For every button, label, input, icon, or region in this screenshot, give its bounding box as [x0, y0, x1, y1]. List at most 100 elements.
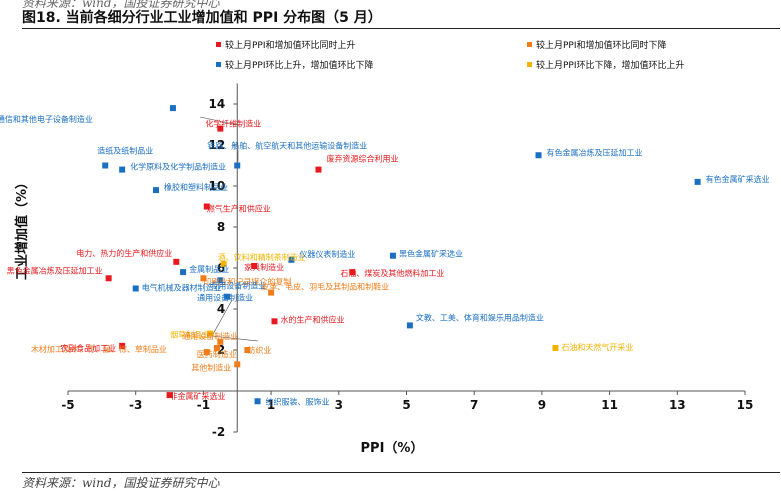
x-tick-label: 13	[669, 398, 686, 412]
legend-label: 较上月PPI环比下降，增加值环比上升	[536, 59, 685, 71]
data-point	[217, 338, 224, 345]
data-label: 专用设备制造业	[210, 280, 266, 290]
y-tick-label: -2	[212, 425, 225, 439]
data-label: 纺织业	[247, 345, 271, 355]
x-tick-label: 1	[267, 398, 275, 412]
data-point	[389, 252, 396, 259]
data-point	[102, 162, 109, 169]
data-label: 非金属矿采选业	[170, 391, 226, 401]
data-point	[105, 275, 112, 282]
data-label: 金属制品业	[189, 264, 229, 274]
x-tick-label: -5	[61, 398, 74, 412]
data-point	[234, 361, 241, 368]
data-label: 印刷业和记录媒介的复制	[203, 276, 291, 286]
data-label: 废弃资源综合利用业	[326, 154, 398, 164]
data-point	[244, 347, 251, 353]
data-point	[220, 260, 227, 267]
data-point	[119, 166, 126, 173]
data-point	[173, 258, 180, 265]
data-label: 电气机械及器材制造业	[142, 283, 222, 293]
data-label: 计算机、通信和其他电子设备制造业	[0, 114, 93, 124]
data-point	[180, 269, 187, 276]
data-point	[535, 152, 542, 159]
data-point	[271, 318, 278, 325]
data-points	[102, 105, 701, 405]
x-tick-label: 3	[335, 398, 343, 412]
data-label: 有色金属矿采选业	[706, 174, 770, 184]
data-point	[166, 392, 173, 399]
x-tick-label: 15	[737, 398, 754, 412]
chart-axes: -5 -3 -1 1 3 5 7 9 11 13 15-22468101214PPI（%）工业增加值…	[14, 83, 754, 456]
y-tick-label: 6	[217, 261, 225, 275]
data-point	[406, 322, 413, 329]
data-point	[217, 277, 224, 284]
x-tick-label: 7	[470, 398, 478, 412]
leader-line	[211, 299, 233, 337]
data-point	[268, 289, 275, 296]
data-label: 纺织服装、服饰业	[266, 396, 330, 406]
x-tick-label: 11	[601, 398, 618, 412]
data-point	[132, 285, 139, 292]
data-label: 石油、煤炭及其他燃料加工业	[340, 268, 444, 278]
data-label: 水的生产和供应业	[280, 314, 344, 324]
leader-lines	[199, 116, 259, 342]
y-tick-label: 10	[209, 179, 226, 193]
legend-swatch	[216, 42, 221, 47]
source-note-bottom: 资料来源：wind，国投证券研究中心	[22, 476, 220, 490]
data-point	[315, 166, 322, 173]
y-tick-label: 2	[217, 343, 225, 357]
data-label: 通用设备制造业	[197, 293, 253, 303]
legend-swatch	[527, 62, 532, 67]
data-point	[349, 269, 356, 276]
data-label: 铁路、船舶、航空航天和其他运输设备制造业	[207, 141, 367, 151]
data-label: 仪器仪表制造业	[299, 249, 355, 259]
legend-swatch	[216, 62, 221, 67]
data-label: 家具制造业	[244, 262, 284, 272]
data-label: 酒、饮料和精制茶制造业	[218, 252, 306, 262]
y-tick-label: 14	[209, 97, 226, 111]
data-point	[203, 203, 210, 210]
data-labels: 计算机、通信和其他电子设备制造业化学纤维制造业铁路、船舶、航空航天和其他运输设备…	[0, 114, 770, 406]
data-label: 造纸及纸制品业	[97, 146, 153, 156]
data-point	[217, 125, 224, 132]
x-tick-label: -3	[129, 398, 142, 412]
data-point	[552, 344, 559, 351]
data-label: 电力、热力的生产和供应业	[76, 248, 172, 258]
legend-label: 较上月PPI环比上升，增加值环比下降	[225, 59, 374, 71]
source-note-top: 资料来源：wind，国投证券研究中心	[22, 0, 220, 10]
data-label: 橡胶和塑料制品业	[164, 182, 228, 192]
figure-title: 图18. 当前各细分行业工业增加值和 PPI 分布图（5 月）	[22, 10, 382, 26]
legend-label: 较上月PPI和增加值环比同时上升	[225, 39, 356, 51]
y-axis-title: 工业增加值（%）	[14, 176, 30, 280]
data-label: 黑色金属冶炼及压延加工业	[7, 265, 103, 275]
data-point	[153, 187, 160, 194]
data-point	[207, 330, 214, 337]
x-axis-title: PPI（%）	[361, 440, 424, 456]
data-point	[213, 344, 220, 351]
data-label: 烟草制品业	[170, 330, 210, 340]
y-tick-label: 12	[209, 138, 226, 152]
y-tick-label: 8	[217, 220, 225, 234]
data-label: 木材加工及木、竹、藤、棕、草制品业	[31, 344, 167, 354]
data-point	[251, 262, 258, 269]
data-label: 化学原料及化学制品制造业	[130, 162, 226, 172]
x-tick-label: 5	[402, 398, 410, 412]
data-label: 石油和天然气开采业	[561, 342, 633, 352]
data-label: 化学纤维制造业	[205, 119, 261, 129]
title-divider	[22, 28, 780, 29]
data-point	[119, 342, 126, 349]
data-point	[254, 398, 261, 405]
y-tick-label: 4	[217, 302, 225, 316]
data-point	[694, 178, 701, 185]
data-label: 皮革、毛皮、羽毛及其制品和制鞋业	[261, 282, 389, 292]
data-label: 农副食品加工业	[60, 343, 116, 353]
data-label: 通用设备制造业	[182, 331, 238, 341]
x-tick-label: 9	[538, 398, 546, 412]
data-point	[288, 256, 295, 263]
x-tick-label: -1	[197, 398, 210, 412]
data-label: 其他制造业	[191, 362, 231, 372]
leader-line	[211, 335, 259, 342]
leader-line	[199, 116, 239, 126]
data-label: 医药制造业	[197, 349, 237, 359]
